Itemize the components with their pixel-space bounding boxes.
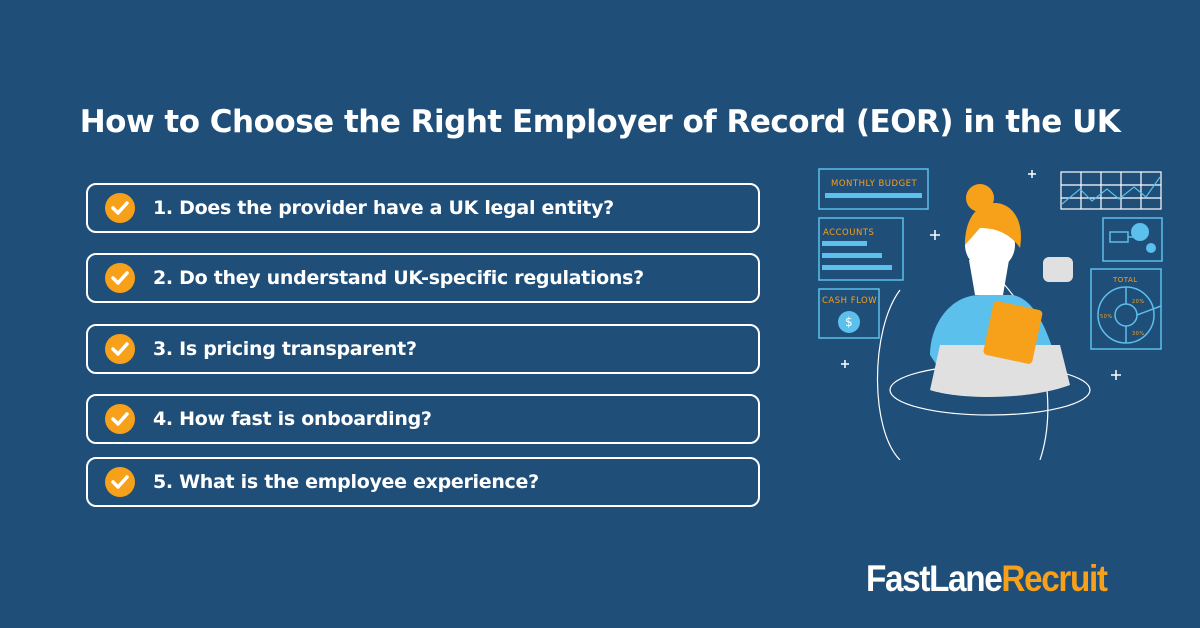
checklist-item-label: 4. How fast is onboarding?: [153, 408, 432, 430]
check-icon: [105, 193, 135, 223]
svg-text:20%: 20%: [1132, 299, 1145, 305]
monthly-budget-label: MONTHLY BUDGET: [831, 179, 918, 189]
checklist-item: 4. How fast is onboarding?: [86, 394, 760, 444]
checklist-item: 5. What is the employee experience?: [86, 457, 760, 507]
check-icon: [105, 334, 135, 364]
fastlanerecruit-logo: FastLaneRecruit: [866, 558, 1108, 599]
checklist-item: 2. Do they understand UK-specific regula…: [86, 253, 760, 303]
check-icon: [105, 467, 135, 497]
accounts-label: ACCOUNTS: [823, 228, 874, 238]
checklist-item-label: 2. Do they understand UK-specific regula…: [153, 267, 644, 289]
checklist-item: 3. Is pricing transparent?: [86, 324, 760, 374]
checklist-item-label: 3. Is pricing transparent?: [153, 338, 417, 360]
svg-text:50%: 50%: [1100, 314, 1113, 320]
checklist-item-label: 5. What is the employee experience?: [153, 471, 539, 493]
svg-text:30%: 30%: [1132, 331, 1145, 337]
cash-flow-label: CASH FLOW: [822, 296, 877, 306]
check-icon: [105, 263, 135, 293]
check-icon: [105, 404, 135, 434]
checklist-item-label: 1. Does the provider have a UK legal ent…: [153, 197, 614, 219]
dollar-icon: $: [845, 315, 853, 329]
checklist-item: 1. Does the provider have a UK legal ent…: [86, 183, 760, 233]
finance-illustration: MONTHLY BUDGET ACCOUNTS CASH FLOW TOTAL …: [818, 168, 1163, 460]
page-title: How to Choose the Right Employer of Reco…: [79, 104, 1121, 140]
total-label: TOTAL: [1112, 276, 1138, 284]
